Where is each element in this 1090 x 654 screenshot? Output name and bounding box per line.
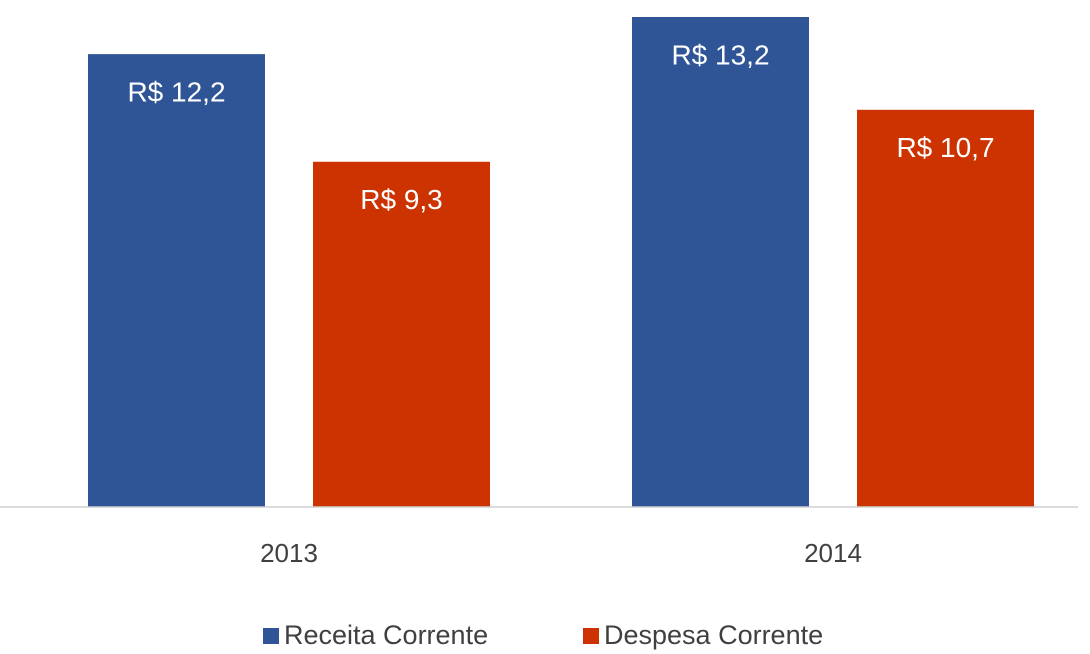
data-label: R$ 12,2 [127, 77, 225, 108]
bar [632, 17, 809, 507]
data-label: R$ 10,7 [896, 132, 994, 163]
legend-swatch [583, 628, 599, 644]
x-tick-label: 2014 [804, 538, 862, 568]
legend-swatch [263, 628, 279, 644]
data-label: R$ 13,2 [671, 39, 769, 70]
bar [88, 54, 265, 507]
bar [857, 109, 1034, 507]
legend-label: Despesa Corrente [604, 620, 823, 650]
data-label: R$ 9,3 [360, 184, 443, 215]
x-tick-label: 2013 [260, 538, 318, 568]
legend-label: Receita Corrente [284, 620, 488, 650]
bar [313, 161, 490, 508]
